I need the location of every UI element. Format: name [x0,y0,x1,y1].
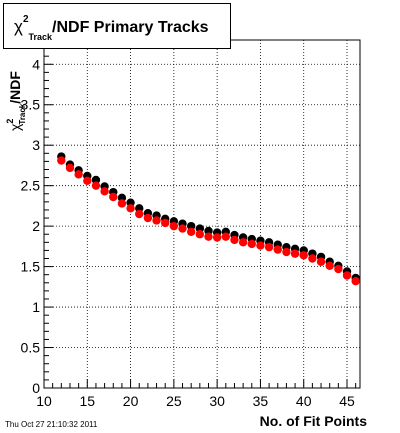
data-point [334,265,342,273]
data-point [178,224,186,232]
data-point [265,243,273,251]
x-tick-label: 20 [123,393,139,409]
data-point [317,258,325,266]
y-tick-label: 2 [32,218,40,234]
x-tick-label: 45 [339,393,355,409]
x-tick-label: 15 [79,393,95,409]
data-point [135,210,143,218]
x-tick-label: 30 [209,393,225,409]
data-point [343,271,351,279]
data-point [196,230,204,238]
y-tick-label: 0 [32,380,40,396]
chart-title: χ2Track/NDF Primary Tracks [14,17,209,37]
x-axis-title: No. of Fit Points [260,413,368,429]
y-tick-label: 1.5 [21,259,41,275]
data-point [325,262,333,270]
data-point [239,238,247,246]
data-point [83,177,91,185]
data-point [161,219,169,227]
data-series-1 [57,156,360,285]
data-series-0 [57,152,360,282]
axis-ticks [44,40,356,388]
chart-title-box: χ2Track/NDF Primary Tracks [3,3,231,49]
data-point [187,228,195,236]
grid-lines [44,40,360,388]
chart-title-sup: 2 [23,14,29,25]
y-tick-label: 3 [32,137,40,153]
data-point [248,240,256,248]
data-point [204,232,212,240]
chart-title-sub: Track [29,32,53,42]
data-point [222,232,230,240]
data-point [274,245,282,253]
x-tick-label: 40 [296,393,312,409]
y-axis-title-sup: 2 [5,119,15,124]
data-point [282,248,290,256]
data-point [144,214,152,222]
y-tick-label: 0.5 [21,340,41,356]
data-point [109,193,117,201]
date-stamp: Thu Oct 27 21:10:32 2011 [5,420,97,429]
data-point [57,156,65,164]
x-tick-labels: 10 15 20 25 30 35 40 45 [36,393,355,409]
chart-title-main: /NDF Primary Tracks [52,19,209,36]
data-point [126,204,134,212]
data-point [351,277,359,285]
data-point [230,236,238,244]
data-point [66,164,74,172]
y-axis-title-sub: Track [18,103,27,124]
data-point [300,251,308,259]
data-point [100,187,108,195]
data-point [170,222,178,230]
data-point [308,254,316,262]
y-axis-title-main: /NDF [7,71,23,104]
y-tick-label: 4 [32,56,40,72]
data-point [74,170,82,178]
data-point [256,241,264,249]
y-tick-label: 2.5 [21,178,41,194]
chart-title-chi: χ [14,17,23,36]
plot-frame [44,40,360,388]
x-tick-label: 35 [253,393,269,409]
data-points [57,152,360,285]
data-point [118,199,126,207]
y-tick-label: 1 [32,299,40,315]
data-point [152,216,160,224]
data-point [92,181,100,189]
data-point [291,249,299,257]
x-tick-label: 25 [166,393,182,409]
data-point [213,233,221,241]
